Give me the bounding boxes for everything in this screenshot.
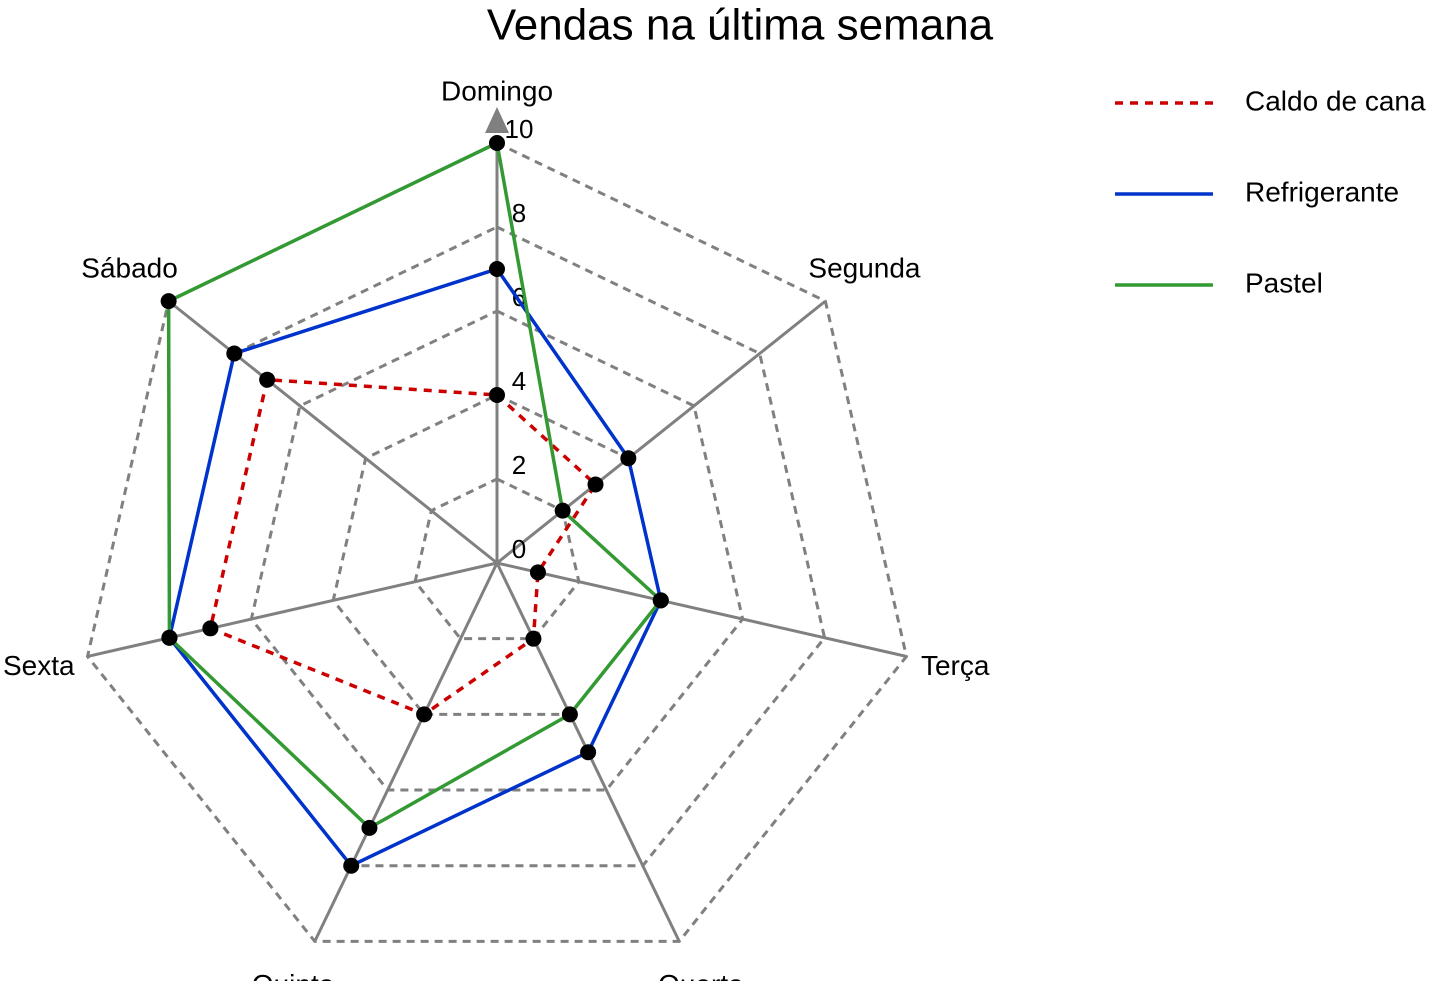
data-point xyxy=(620,450,637,467)
axis-spoke xyxy=(313,562,499,943)
r-tick-label: 4 xyxy=(512,366,526,396)
category-label: Domingo xyxy=(441,75,553,106)
category-label: Terça xyxy=(921,650,990,681)
legend-label: Caldo de cana xyxy=(1245,85,1426,116)
legend-label: Pastel xyxy=(1245,267,1323,298)
data-point xyxy=(580,744,597,761)
data-point xyxy=(343,857,360,874)
data-point xyxy=(554,502,571,519)
chart-title: Vendas na última semana xyxy=(487,1,994,50)
data-point xyxy=(525,630,542,647)
grid-ring xyxy=(413,477,581,641)
legend-label: Refrigerante xyxy=(1245,176,1399,207)
axis-spoke xyxy=(496,299,827,565)
data-point xyxy=(529,564,546,581)
data-point xyxy=(361,819,378,836)
data-point xyxy=(259,371,276,388)
grid-ring xyxy=(249,309,745,792)
series-line xyxy=(167,266,663,868)
category-label: Sábado xyxy=(81,252,178,283)
r-tick-label: 2 xyxy=(512,450,526,480)
series-line xyxy=(166,140,664,831)
data-point xyxy=(561,706,578,723)
series-line xyxy=(208,377,598,717)
grid-ring xyxy=(85,141,909,943)
r-tick-label: 10 xyxy=(505,114,534,144)
category-label: Segunda xyxy=(808,252,921,283)
data-point xyxy=(489,261,505,277)
axis-spoke xyxy=(167,299,498,565)
category-label: Sexta xyxy=(3,650,75,681)
r-tick-label: 8 xyxy=(512,198,526,228)
axis-arrow xyxy=(485,107,509,133)
axis-spoke xyxy=(496,561,907,658)
data-point xyxy=(489,135,505,151)
category-label: Quarta xyxy=(658,969,744,981)
data-point xyxy=(489,387,505,403)
data-point xyxy=(587,476,604,493)
data-point xyxy=(202,620,219,637)
data-point xyxy=(416,706,433,723)
r-tick-label: 0 xyxy=(512,534,526,564)
data-point xyxy=(226,345,243,362)
axis-spoke xyxy=(87,561,498,658)
data-point xyxy=(160,293,177,310)
category-label: Quinta xyxy=(252,969,335,981)
data-point xyxy=(161,629,178,646)
data-point xyxy=(652,592,669,609)
